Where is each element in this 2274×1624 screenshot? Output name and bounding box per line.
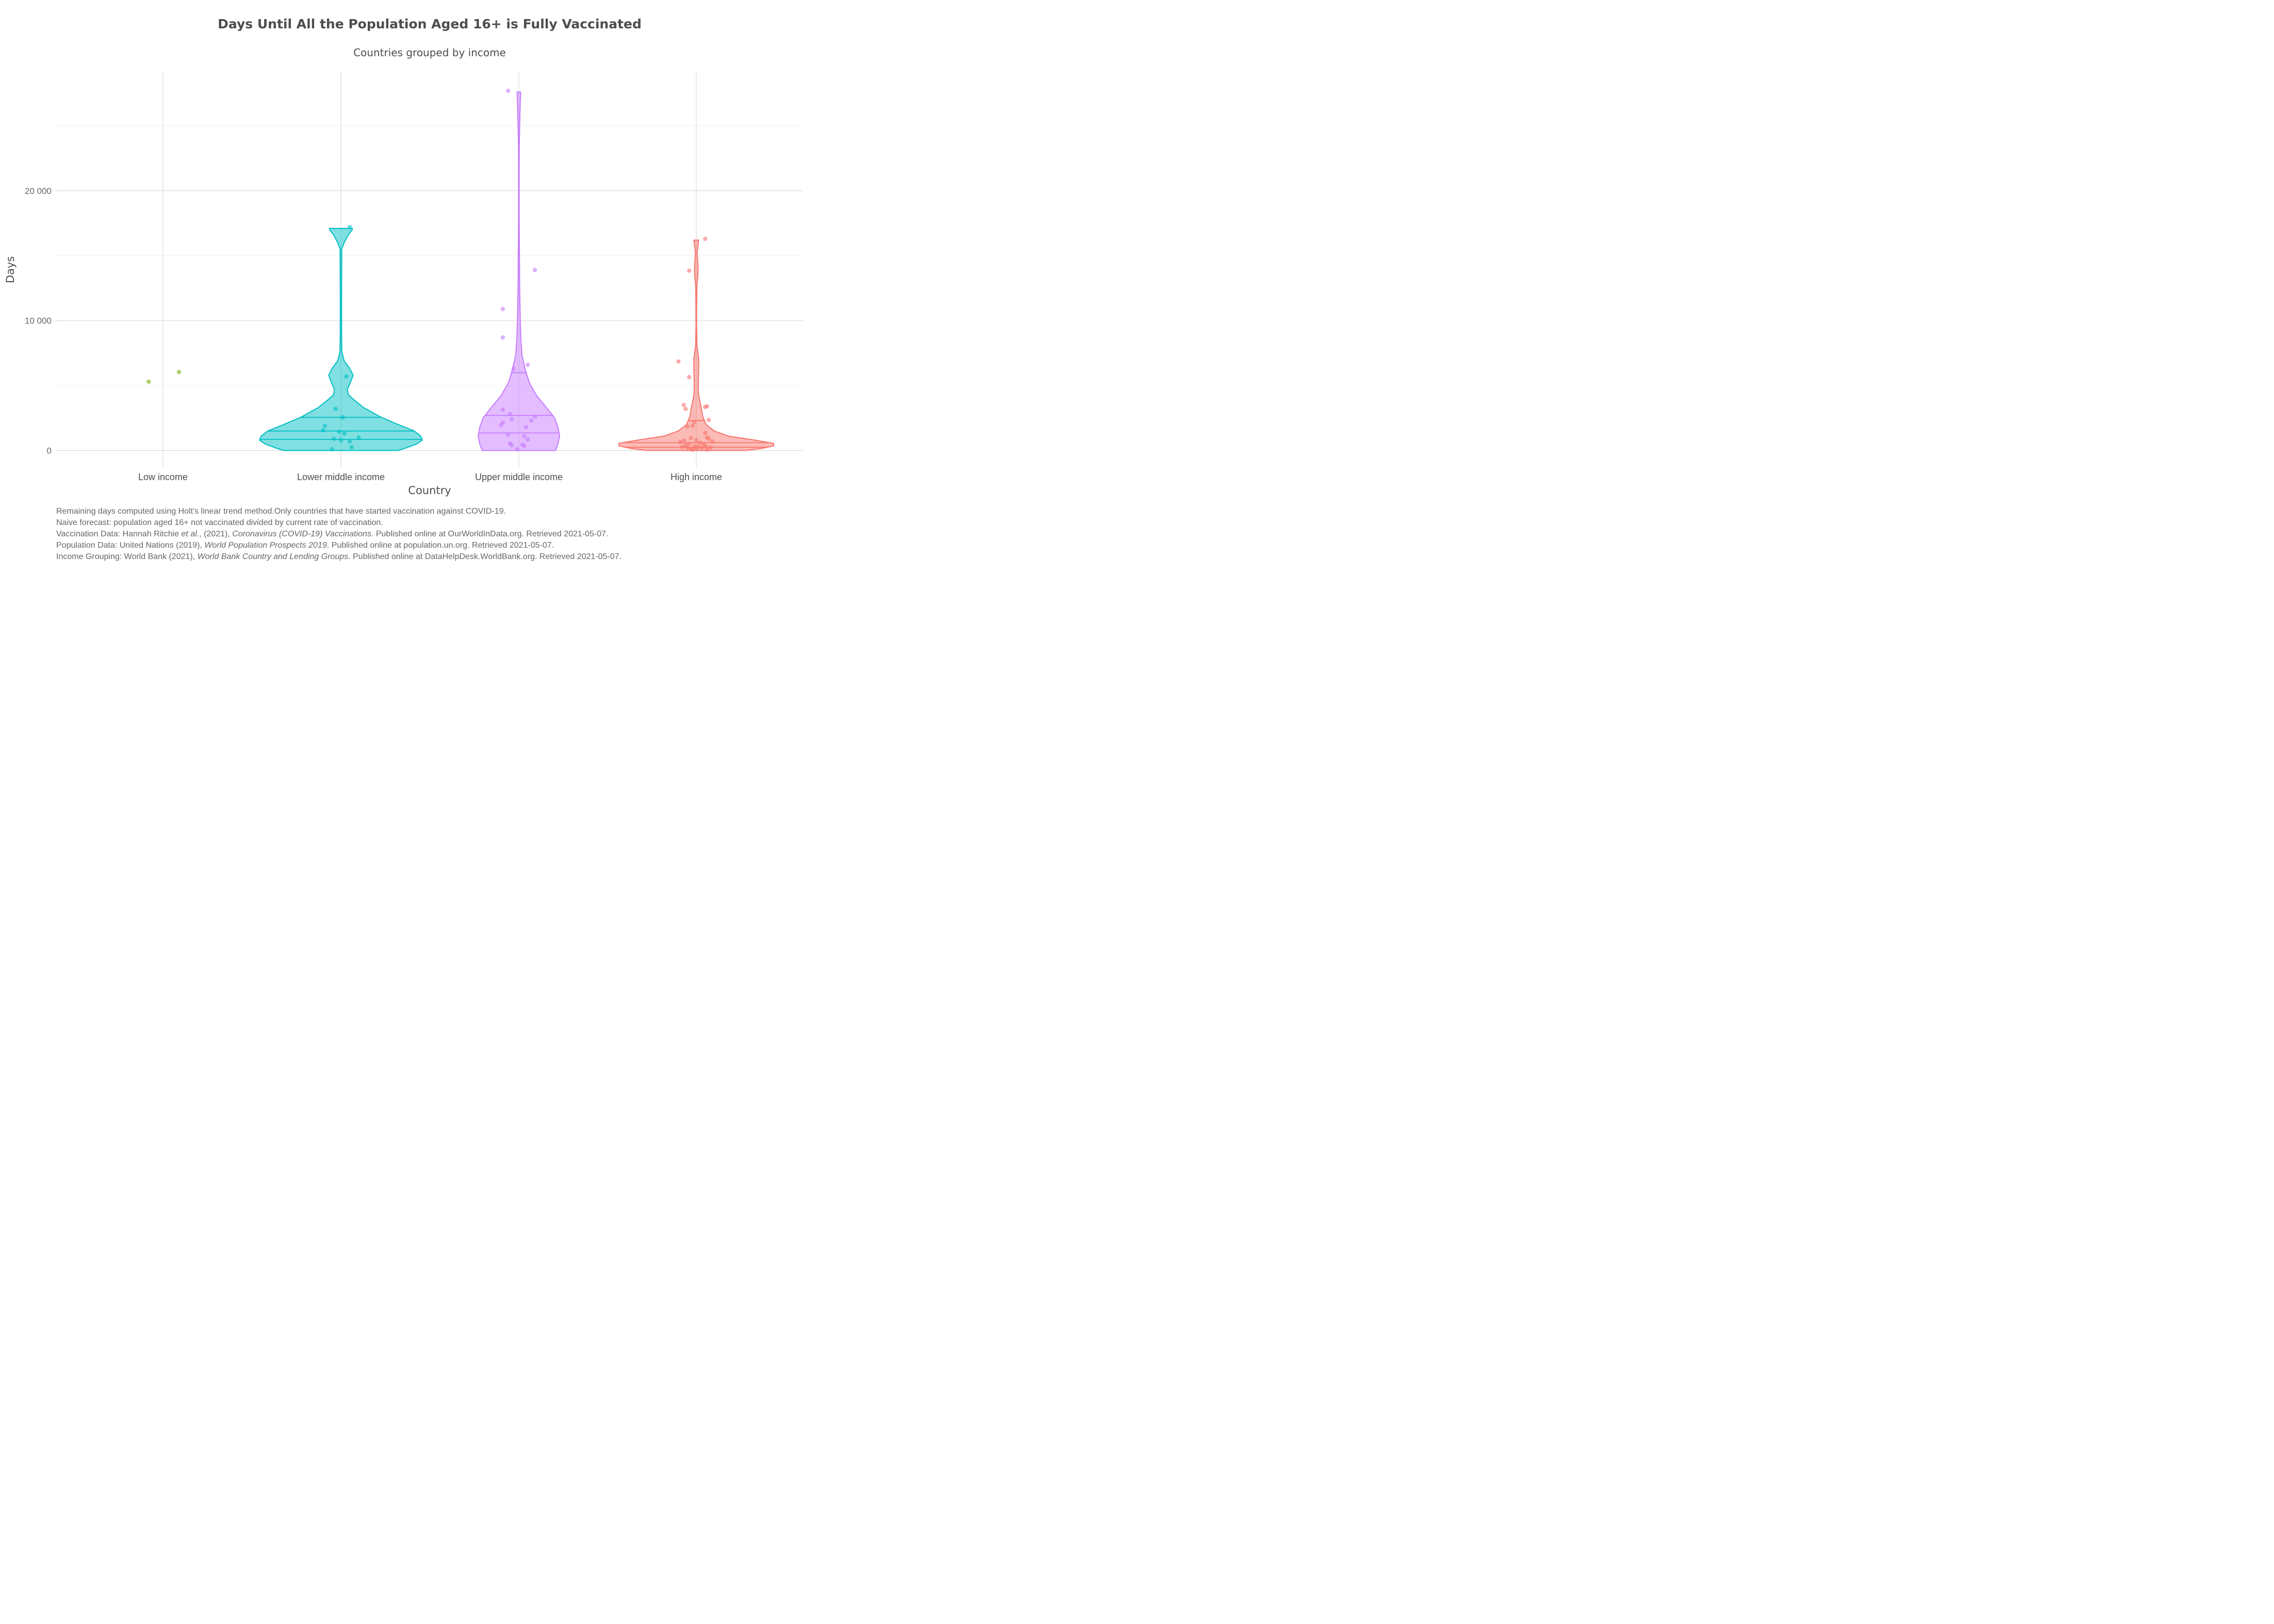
data-point [692,444,697,449]
caption-line-1: Remaining days computed using Holt's lin… [56,507,506,516]
data-point [696,444,700,449]
y-tick-label: 20 000 [25,186,52,196]
data-point [690,423,695,428]
data-point [706,418,711,422]
data-point [683,443,688,448]
data-point [532,268,537,272]
violin-lower-middle-income [259,227,423,451]
data-point [508,441,512,446]
data-point [348,225,352,229]
caption-line-5: Income Grouping: World Bank (2021), Worl… [56,552,622,561]
data-point [689,436,693,440]
data-point [500,306,505,311]
data-point [681,403,686,407]
data-point [338,438,343,442]
data-point [522,434,527,439]
data-point [340,415,345,420]
data-point [337,429,341,434]
data-point [701,442,706,447]
data-point [506,433,511,437]
data-point [681,438,686,443]
violin-high-income [618,239,775,451]
caption: Remaining days computed using Holt's lin… [56,506,799,563]
data-point [697,440,702,445]
data-point [683,406,688,412]
x-tick-label: Low income [138,472,188,482]
data-point [520,442,525,447]
axes: 0 10 000 20 000 Low income Lower middle inco… [25,186,722,482]
caption-line-4: Population Data: United Nations (2019), … [56,541,554,550]
y-axis-title: Days [4,256,17,283]
data-point [687,268,692,273]
y-tick-label: 0 [47,446,52,456]
data-point [500,420,505,425]
x-tick-label: High income [670,472,722,482]
x-axis-title: Country [408,484,451,497]
chart-title: Days Until All the Population Aged 16+ i… [218,17,642,31]
data-point [694,438,699,442]
data-point [146,379,151,384]
data-point [685,424,690,429]
data-point [510,417,514,422]
data-point [529,418,534,423]
data-point [506,88,511,93]
data-point [523,424,528,430]
data-point [680,445,684,450]
data-point [342,431,347,436]
data-point [332,436,336,441]
data-point [689,447,693,451]
data-point [710,439,715,444]
data-point [703,431,708,435]
y-tick-label: 10 000 [25,316,52,326]
data-point [348,439,352,444]
data-point [703,236,708,241]
data-point [676,359,681,364]
data-point [526,437,530,442]
data-point [330,447,334,452]
x-tick-label: Lower middle income [297,472,385,482]
data-point [176,369,182,374]
data-point [344,374,349,379]
data-points [146,88,715,452]
chart-subtitle: Countries grouped by income [353,46,506,59]
data-point [692,419,697,424]
data-point [705,447,709,452]
data-point [356,435,361,440]
data-point [699,446,704,451]
data-point [703,404,708,409]
data-point [687,375,692,380]
data-point [333,406,338,412]
data-point [321,428,325,433]
data-point [349,445,354,450]
data-point [678,439,683,445]
data-point [322,423,328,428]
data-point [515,447,519,452]
data-point [500,335,505,340]
chart-area: 0 10 000 20 000 Low income Lower middle inco… [4,71,803,497]
data-point [508,412,512,417]
data-point [708,445,713,450]
data-point [687,441,692,447]
data-point [526,363,530,367]
caption-line-3: Vaccination Data: Hannah Ritchie et al.,… [56,530,609,538]
data-point [705,435,709,440]
data-point [511,366,516,371]
violin-upper-middle-income [478,91,560,451]
x-tick-label: Upper middle income [475,472,563,482]
data-point [500,407,505,412]
data-point [532,414,537,419]
caption-line-2: Naive forecast: population aged 16+ not … [56,518,383,527]
